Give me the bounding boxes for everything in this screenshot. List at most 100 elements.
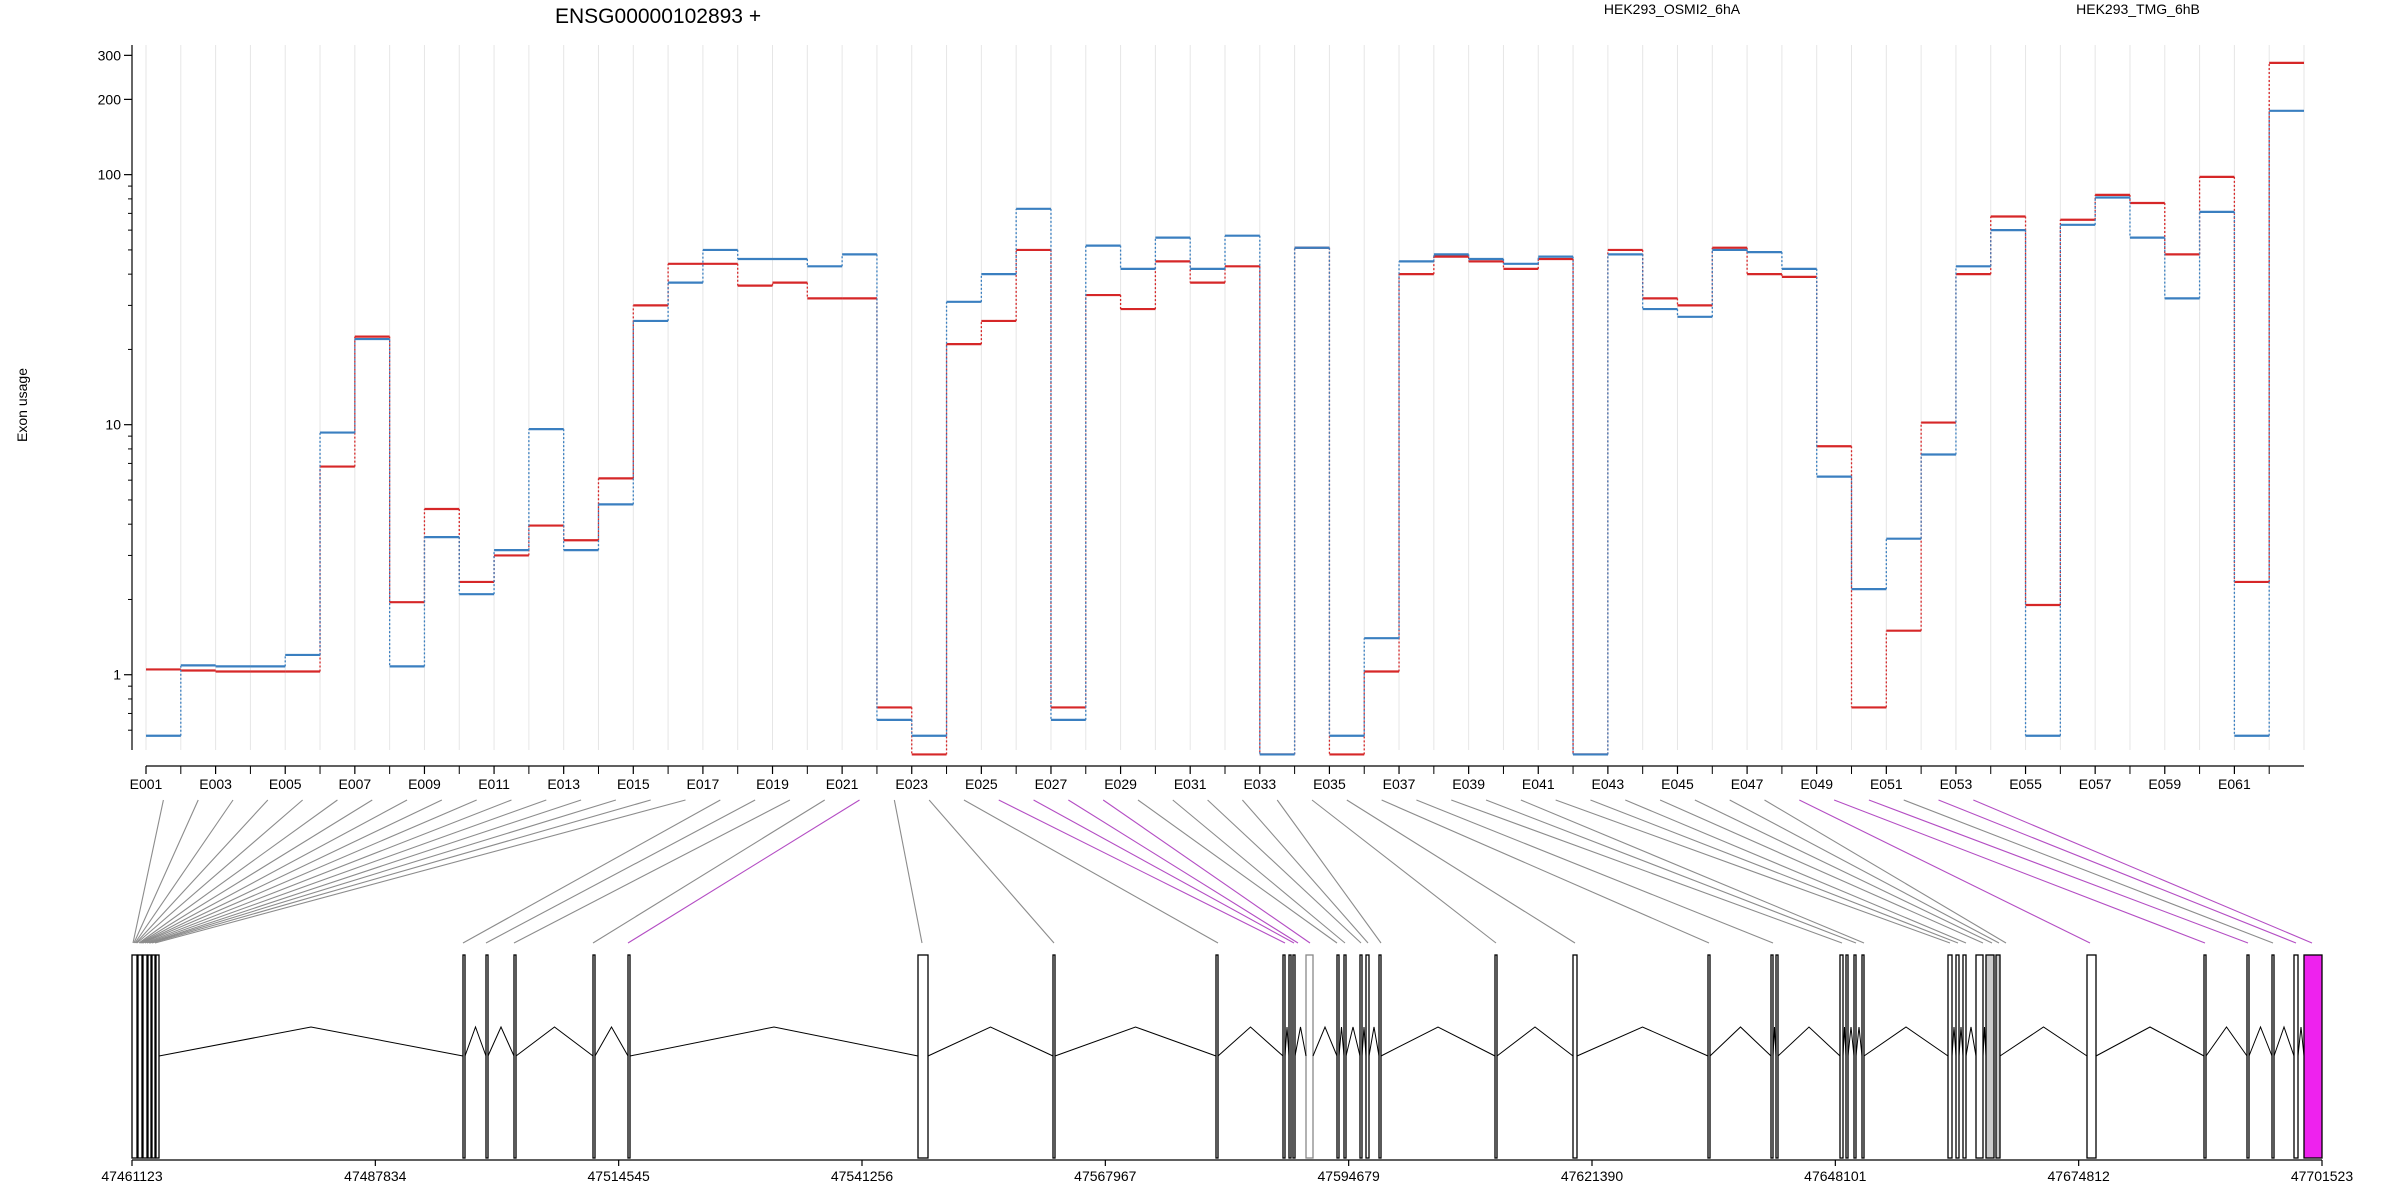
- x-tick-label: E011: [478, 776, 510, 792]
- exon-connector: [133, 799, 199, 944]
- genomic-tick-label: 47567967: [1074, 1168, 1137, 1184]
- exon-box: [1845, 954, 1849, 1159]
- exon-connector: [151, 799, 651, 944]
- genomic-tick-label: 47621390: [1561, 1168, 1624, 1184]
- exon-connector: [1799, 799, 2091, 944]
- x-tick-label: E009: [408, 776, 441, 792]
- x-tick-label: E031: [1174, 776, 1207, 792]
- exon-box: [2246, 954, 2250, 1159]
- exon-box: [1775, 954, 1779, 1159]
- exon-box: [1839, 954, 1844, 1159]
- intron-line: [2297, 1026, 2305, 1057]
- genomic-tick-label: 47674812: [2048, 1168, 2111, 1184]
- exon-connector: [1764, 799, 2007, 944]
- x-tick-label: E015: [617, 776, 650, 792]
- x-tick-label: E035: [1313, 776, 1346, 792]
- intron-line: [1312, 1025, 1338, 1057]
- exon-connector: [1311, 799, 1497, 944]
- exon-box: [131, 954, 138, 1159]
- exon-connector: [149, 799, 617, 944]
- exon-connector: [146, 799, 547, 944]
- exon-box: [1282, 954, 1286, 1159]
- exon-connector: [1485, 799, 1857, 944]
- exon-box: [1861, 954, 1865, 1159]
- exon-box: [151, 954, 156, 1159]
- intron-line: [1958, 1026, 1964, 1057]
- exon-connector: [1137, 799, 1338, 944]
- x-tick-label: E027: [1035, 776, 1068, 792]
- exon-box: [1962, 954, 1967, 1159]
- intron-line: [927, 1026, 1054, 1057]
- x-tick-label: E061: [2218, 776, 2251, 792]
- y-axis-label: Exon usage: [14, 368, 30, 442]
- intron-line: [1284, 1026, 1290, 1057]
- exon-connector: [1590, 799, 1959, 944]
- legend-label-tmg: HEK293_TMG_6hB: [2076, 1, 2200, 17]
- x-tick-label: E017: [687, 776, 720, 792]
- x-tick-label: E007: [338, 776, 371, 792]
- y-tick-label: 300: [98, 47, 122, 63]
- genomic-tick-label: 47541256: [831, 1168, 894, 1184]
- exon-box: [462, 954, 466, 1159]
- x-tick-label: E049: [1800, 776, 1833, 792]
- exon-box: [917, 954, 929, 1159]
- intron-line: [2273, 1025, 2295, 1057]
- exon-box: [1359, 954, 1363, 1159]
- exon-connector: [1973, 799, 2313, 944]
- intron-line: [1217, 1026, 1284, 1057]
- exon-box: [1947, 954, 1953, 1159]
- intron-line: [2205, 1026, 2248, 1057]
- intron-line: [1951, 1026, 1957, 1057]
- exon-connector: [1833, 799, 2206, 944]
- exon-connector: [1729, 799, 2000, 944]
- y-tick-label: 10: [105, 417, 121, 433]
- exon-connector: [893, 799, 923, 944]
- exon-connector: [141, 799, 443, 944]
- exon-box: [142, 954, 148, 1159]
- x-tick-label: E021: [826, 776, 859, 792]
- exon-connector: [1346, 799, 1576, 944]
- intron-line: [1368, 1026, 1380, 1057]
- intron-line: [2095, 1026, 2205, 1057]
- exon-connector: [1416, 799, 1774, 944]
- exon-connector: [1694, 799, 1993, 944]
- exon-box: [2293, 954, 2299, 1159]
- exon-connector: [513, 799, 791, 944]
- exon-box: [1292, 954, 1296, 1159]
- x-tick-label: E005: [269, 776, 302, 792]
- intron-line: [1777, 1026, 1841, 1057]
- genomic-tick-label: 47648101: [1804, 1168, 1867, 1184]
- intron-line: [1965, 1026, 1977, 1057]
- exon-box: [1378, 954, 1382, 1159]
- exon-connector: [1207, 799, 1362, 944]
- exon-box: [485, 954, 489, 1159]
- exon-connector: [1102, 799, 1311, 944]
- intron-line: [1338, 1026, 1345, 1057]
- exon-connector: [140, 799, 408, 944]
- x-tick-label: E045: [1661, 776, 1694, 792]
- intron-line: [1345, 1026, 1361, 1057]
- exon-box: [1052, 954, 1056, 1159]
- intron-line: [1847, 1026, 1855, 1057]
- intron-line: [594, 1025, 629, 1057]
- x-tick-label: E039: [1452, 776, 1485, 792]
- exon-box: [1305, 954, 1314, 1159]
- exon-connector: [136, 799, 303, 944]
- exon-connector: [1868, 799, 2249, 944]
- exon-connector: [462, 799, 721, 944]
- intron-line: [2248, 1025, 2273, 1057]
- intron-line: [1361, 1026, 1367, 1057]
- exon-box: [1365, 954, 1370, 1159]
- exon-box: [1707, 954, 1711, 1159]
- intron-line: [1982, 1026, 1987, 1057]
- x-tick-label: E055: [2009, 776, 2042, 792]
- intron-line: [1842, 1026, 1847, 1057]
- exon-box: [627, 954, 631, 1159]
- exon-box: [1975, 954, 1984, 1159]
- exon-box: [1955, 954, 1960, 1159]
- y-tick-label: 200: [98, 91, 122, 107]
- intron-line: [1855, 1026, 1863, 1057]
- genomic-axis: 47461123 47487834 47514545 47541256 47567967…: [101, 1159, 2353, 1184]
- x-tick-label: E025: [965, 776, 998, 792]
- legend-label-osmi2: HEK293_OSMI2_6hA: [1604, 1, 1741, 17]
